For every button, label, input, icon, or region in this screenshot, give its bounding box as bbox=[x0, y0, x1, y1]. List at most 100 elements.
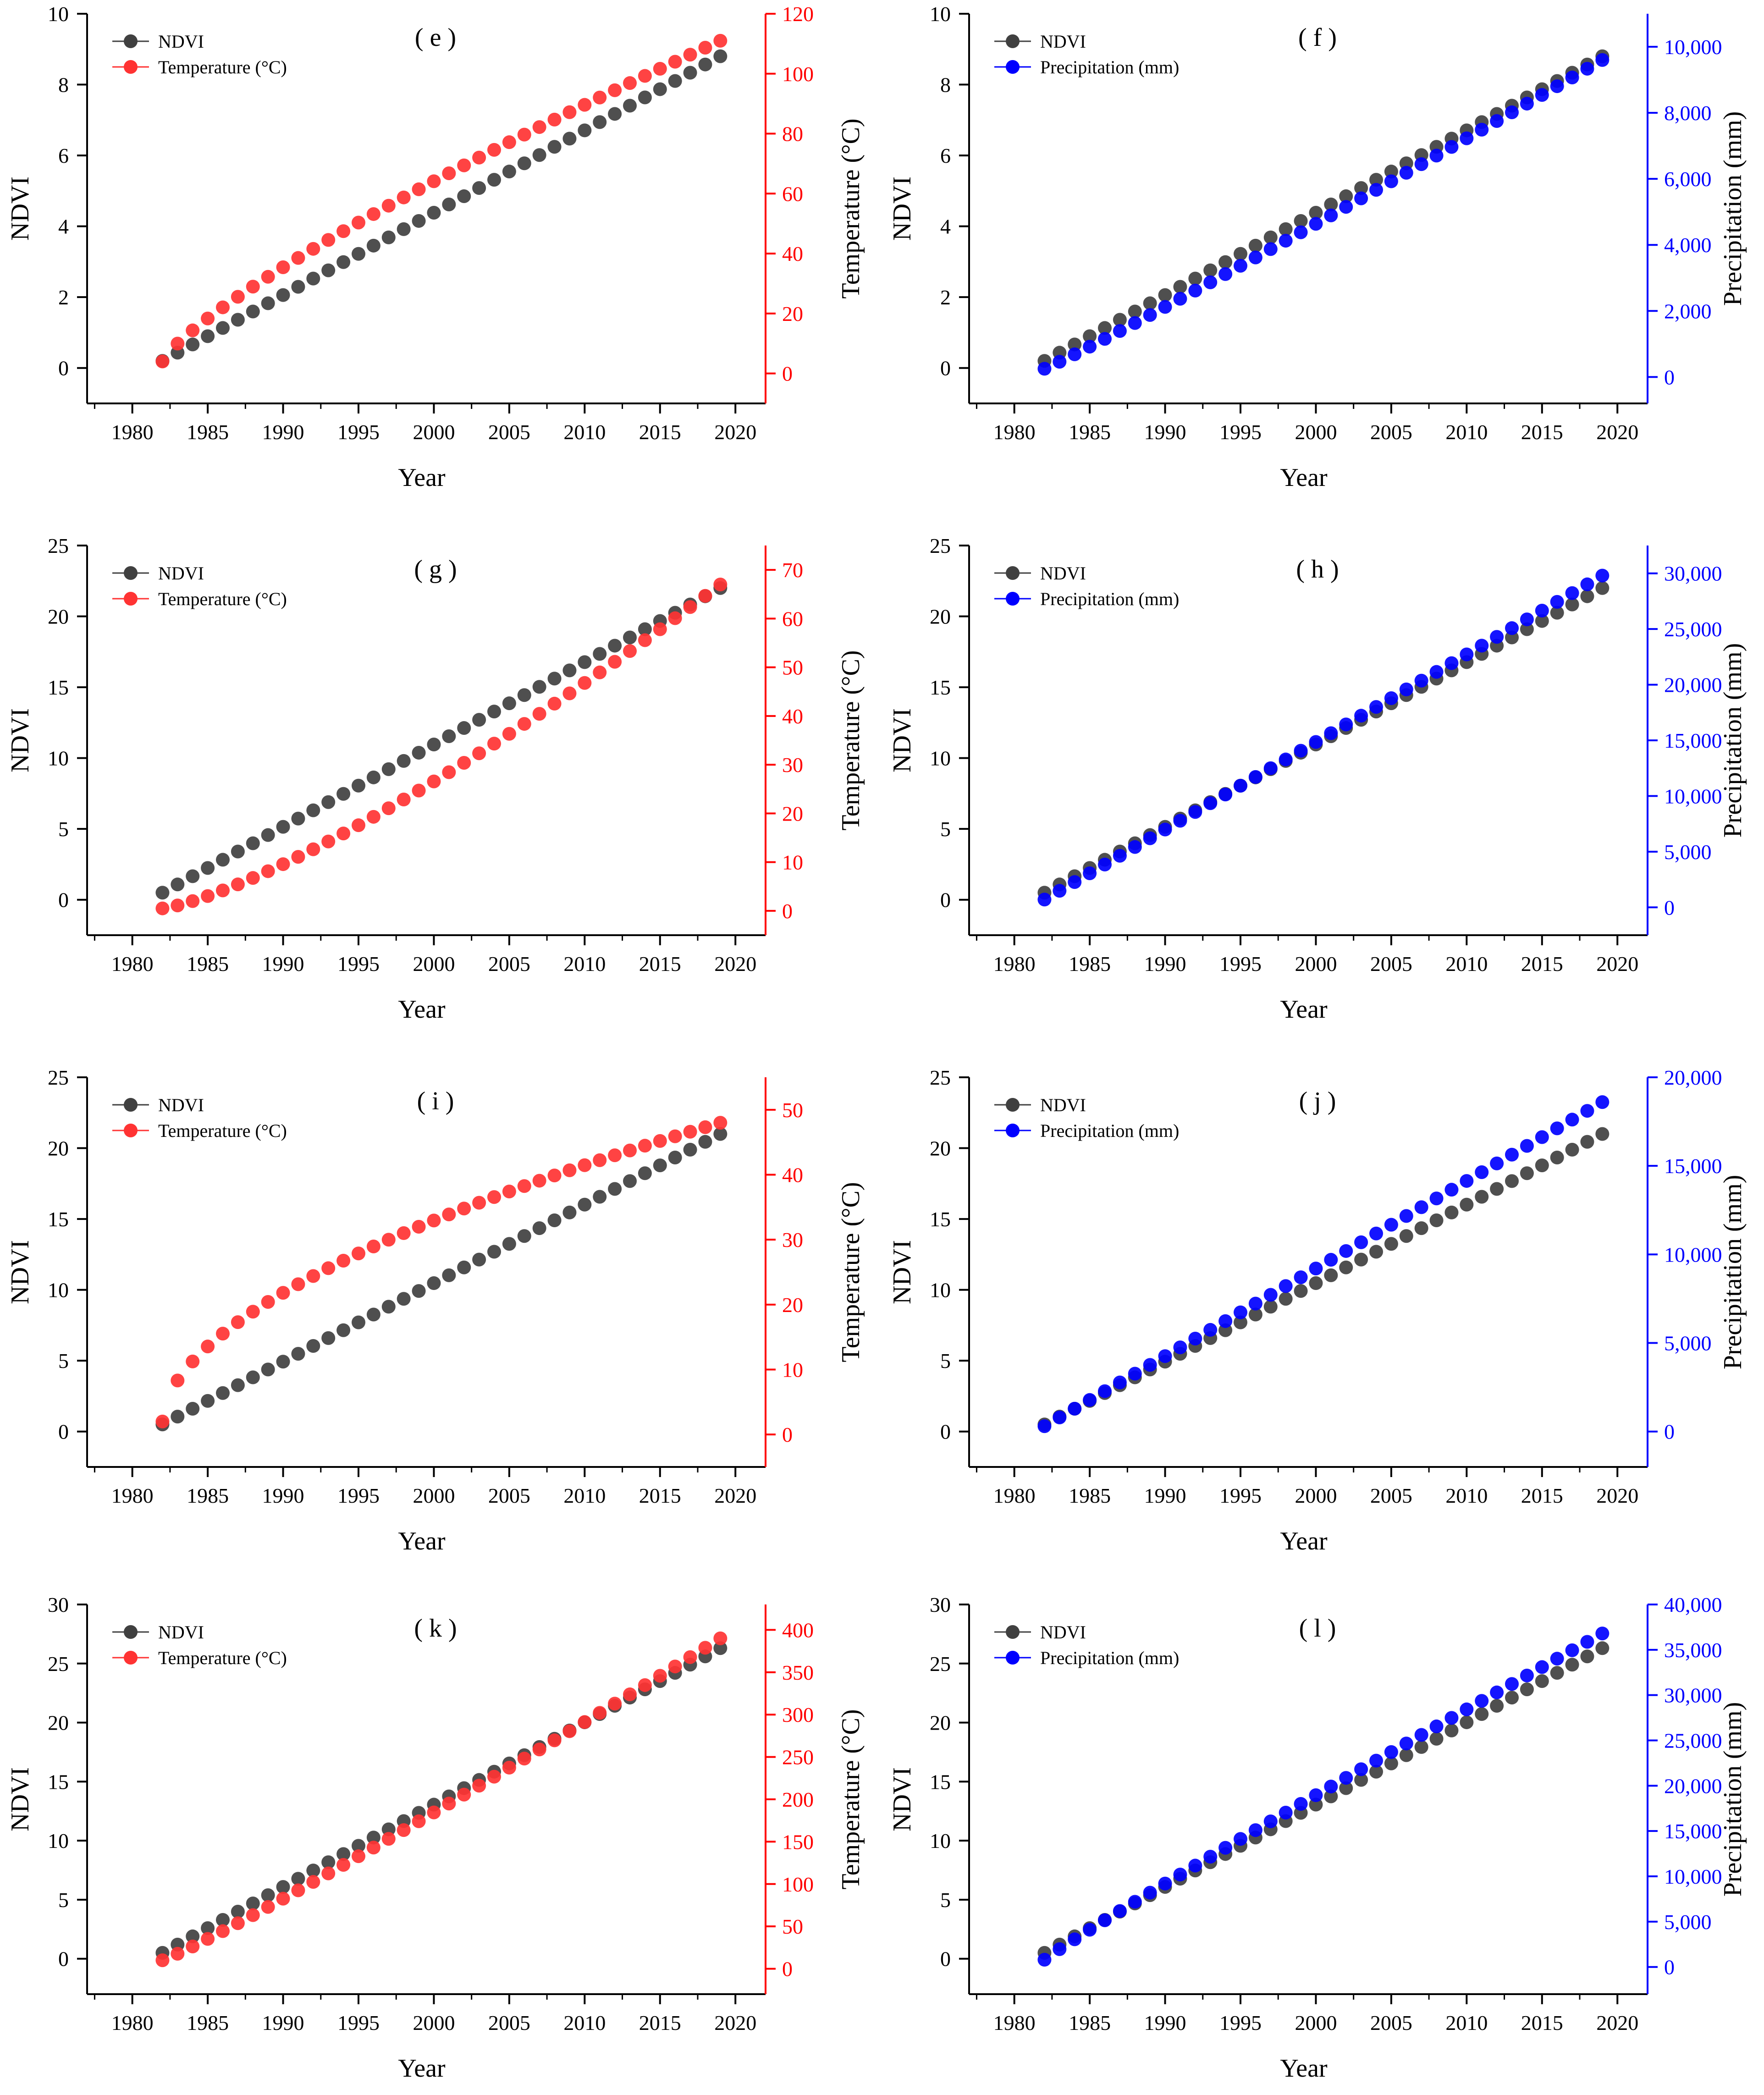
data-point bbox=[1068, 1401, 1082, 1416]
data-point bbox=[1414, 1740, 1428, 1754]
data-point bbox=[381, 230, 396, 244]
x-tick-label: 2020 bbox=[1596, 1484, 1638, 1507]
data-point bbox=[1595, 1095, 1610, 1109]
data-point bbox=[246, 1897, 260, 1911]
data-point bbox=[1218, 255, 1233, 269]
y-tick-label: 20 bbox=[930, 1711, 951, 1735]
y-tick-label: 4 bbox=[940, 215, 951, 238]
y-tick-label: 5 bbox=[940, 1888, 951, 1912]
legend-label: NDVI bbox=[1040, 31, 1086, 52]
y2-tick-label: 40,000 bbox=[1664, 1593, 1722, 1616]
data-point bbox=[1369, 1245, 1383, 1259]
data-point bbox=[1143, 1358, 1157, 1372]
chart-panel-e: 1980 1985 1990 1995 2000 2005 2010 2015 20200246… bbox=[6, 2, 865, 492]
x-tick-label: 1985 bbox=[187, 2011, 229, 2034]
data-point bbox=[261, 270, 275, 284]
data-point bbox=[1369, 1764, 1383, 1779]
data-point bbox=[306, 1269, 320, 1283]
y2-tick-label: 350 bbox=[782, 1661, 814, 1684]
data-point bbox=[562, 1724, 577, 1738]
data-point bbox=[1369, 173, 1383, 187]
data-point bbox=[653, 1158, 667, 1173]
y2-tick-label: 100 bbox=[782, 1873, 814, 1896]
panel-title: ( e ) bbox=[415, 23, 456, 52]
data-point bbox=[291, 1347, 305, 1361]
data-point bbox=[502, 1185, 516, 1199]
data-point bbox=[653, 622, 667, 636]
x-tick-label: 2000 bbox=[1295, 2011, 1337, 2034]
legend-marker bbox=[1006, 1625, 1020, 1639]
data-point bbox=[1188, 805, 1202, 819]
data-point bbox=[427, 174, 441, 188]
data-point bbox=[487, 1190, 501, 1204]
data-point bbox=[336, 224, 351, 238]
y-tick-label: 15 bbox=[48, 1207, 69, 1231]
data-point bbox=[1565, 586, 1579, 600]
data-point bbox=[638, 633, 652, 647]
series-ndvi bbox=[155, 1127, 728, 1432]
data-point bbox=[321, 1866, 336, 1880]
data-point bbox=[1294, 1797, 1308, 1811]
data-point bbox=[593, 115, 607, 129]
data-point bbox=[1490, 1182, 1504, 1196]
data-point bbox=[547, 112, 562, 127]
y2-axis-label: Temperature (°C) bbox=[837, 650, 865, 830]
data-point bbox=[366, 1239, 380, 1253]
data-point bbox=[397, 1292, 411, 1306]
data-point bbox=[1279, 222, 1293, 236]
data-point bbox=[246, 1370, 260, 1384]
data-point bbox=[1354, 1762, 1368, 1776]
y-tick-label: 10 bbox=[48, 2, 69, 26]
x-tick-label: 2015 bbox=[1521, 420, 1563, 444]
data-point bbox=[1505, 1147, 1519, 1162]
y-tick-label: 5 bbox=[58, 1888, 69, 1912]
data-point bbox=[1595, 53, 1610, 67]
data-point bbox=[1580, 589, 1594, 603]
data-point bbox=[216, 1924, 230, 1938]
data-point bbox=[1399, 1209, 1413, 1223]
y-tick-label: 20 bbox=[48, 1137, 69, 1160]
data-point bbox=[1580, 1135, 1594, 1149]
y2-tick-label: 70 bbox=[782, 558, 803, 582]
data-point bbox=[201, 311, 215, 325]
data-point bbox=[442, 166, 456, 180]
data-point bbox=[231, 1315, 245, 1329]
data-point bbox=[427, 1213, 441, 1228]
data-point bbox=[231, 877, 245, 892]
data-point bbox=[608, 1182, 622, 1196]
data-point bbox=[668, 611, 682, 625]
data-point bbox=[1550, 1666, 1564, 1680]
x-tick-label: 2010 bbox=[1445, 952, 1488, 976]
data-point bbox=[457, 1787, 471, 1802]
data-point bbox=[698, 1135, 712, 1149]
data-point bbox=[1429, 1213, 1444, 1228]
data-point bbox=[1158, 1876, 1172, 1891]
data-point bbox=[713, 1116, 728, 1130]
data-point bbox=[1098, 321, 1112, 335]
y-tick-label: 10 bbox=[930, 1279, 951, 1302]
x-tick-label: 1995 bbox=[1219, 420, 1262, 444]
legend-marker bbox=[124, 1651, 138, 1665]
data-point bbox=[1339, 1260, 1353, 1274]
data-point bbox=[1294, 214, 1308, 228]
data-point bbox=[502, 1237, 516, 1251]
x-tick-label: 1990 bbox=[1144, 420, 1186, 444]
data-point bbox=[291, 1872, 305, 1886]
data-point bbox=[1429, 149, 1444, 163]
data-point bbox=[1595, 1127, 1610, 1141]
data-point bbox=[216, 1327, 230, 1341]
data-point bbox=[578, 676, 592, 690]
chart-panel-g: 1980 1985 1990 1995 2000 2005 2010 2015 20200510… bbox=[6, 534, 865, 1024]
data-point bbox=[1414, 1221, 1428, 1235]
data-point bbox=[201, 1921, 215, 1935]
x-tick-label: 2015 bbox=[1521, 2011, 1563, 2034]
data-point bbox=[547, 672, 562, 686]
x-tick-label: 1985 bbox=[187, 1484, 229, 1507]
y2-tick-label: 60 bbox=[782, 607, 803, 630]
data-point bbox=[291, 811, 305, 826]
y-tick-label: 0 bbox=[58, 1420, 69, 1444]
data-point bbox=[532, 680, 546, 694]
x-axis-label: Year bbox=[398, 463, 446, 492]
data-point bbox=[1339, 1771, 1353, 1785]
